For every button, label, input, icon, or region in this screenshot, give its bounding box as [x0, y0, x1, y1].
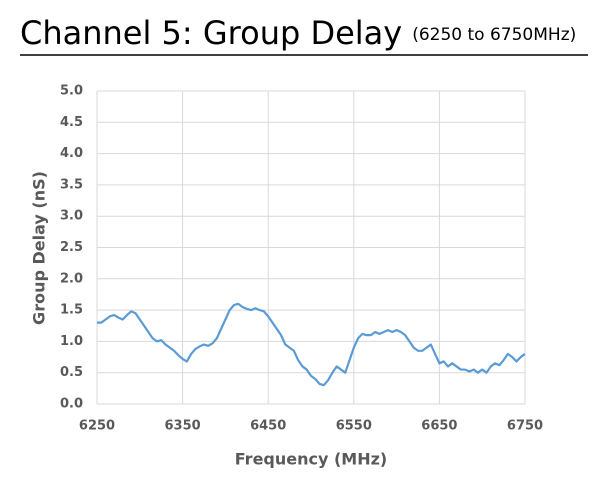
y-tick-label: 0.5 [60, 365, 83, 380]
x-axis-label: Frequency (MHz) [235, 450, 387, 469]
y-tick-label: 1.0 [60, 334, 83, 349]
x-tick-label: 6550 [336, 419, 372, 434]
y-tick-label: 3.0 [60, 209, 83, 224]
x-tick-label: 6250 [79, 419, 115, 434]
x-tick-label: 6450 [250, 419, 286, 434]
y-tick-label: 2.5 [60, 240, 83, 255]
y-tick-label: 2.0 [60, 271, 83, 286]
x-tick-label: 6650 [421, 419, 457, 434]
title-main: Channel 5: Group Delay [20, 14, 402, 52]
y-tick-label: 4.5 [60, 115, 83, 130]
data-line [97, 302, 526, 387]
y-tick-label: 1.5 [60, 303, 83, 318]
y-tick-label: 0.0 [60, 397, 83, 412]
y-axis-label: Group Delay (nS) [30, 171, 49, 325]
x-tick-label: 6750 [507, 419, 543, 434]
y-tick-label: 4.0 [60, 146, 83, 161]
y-tick-label: 5.0 [60, 84, 83, 99]
subtitle: (6250 to 6750MHz) [412, 25, 576, 45]
x-tick-label: 6350 [165, 419, 201, 434]
y-tick-label: 3.5 [60, 177, 83, 192]
chart-title: Channel 5: Group Delay (6250 to 6750MHz) [20, 14, 576, 52]
